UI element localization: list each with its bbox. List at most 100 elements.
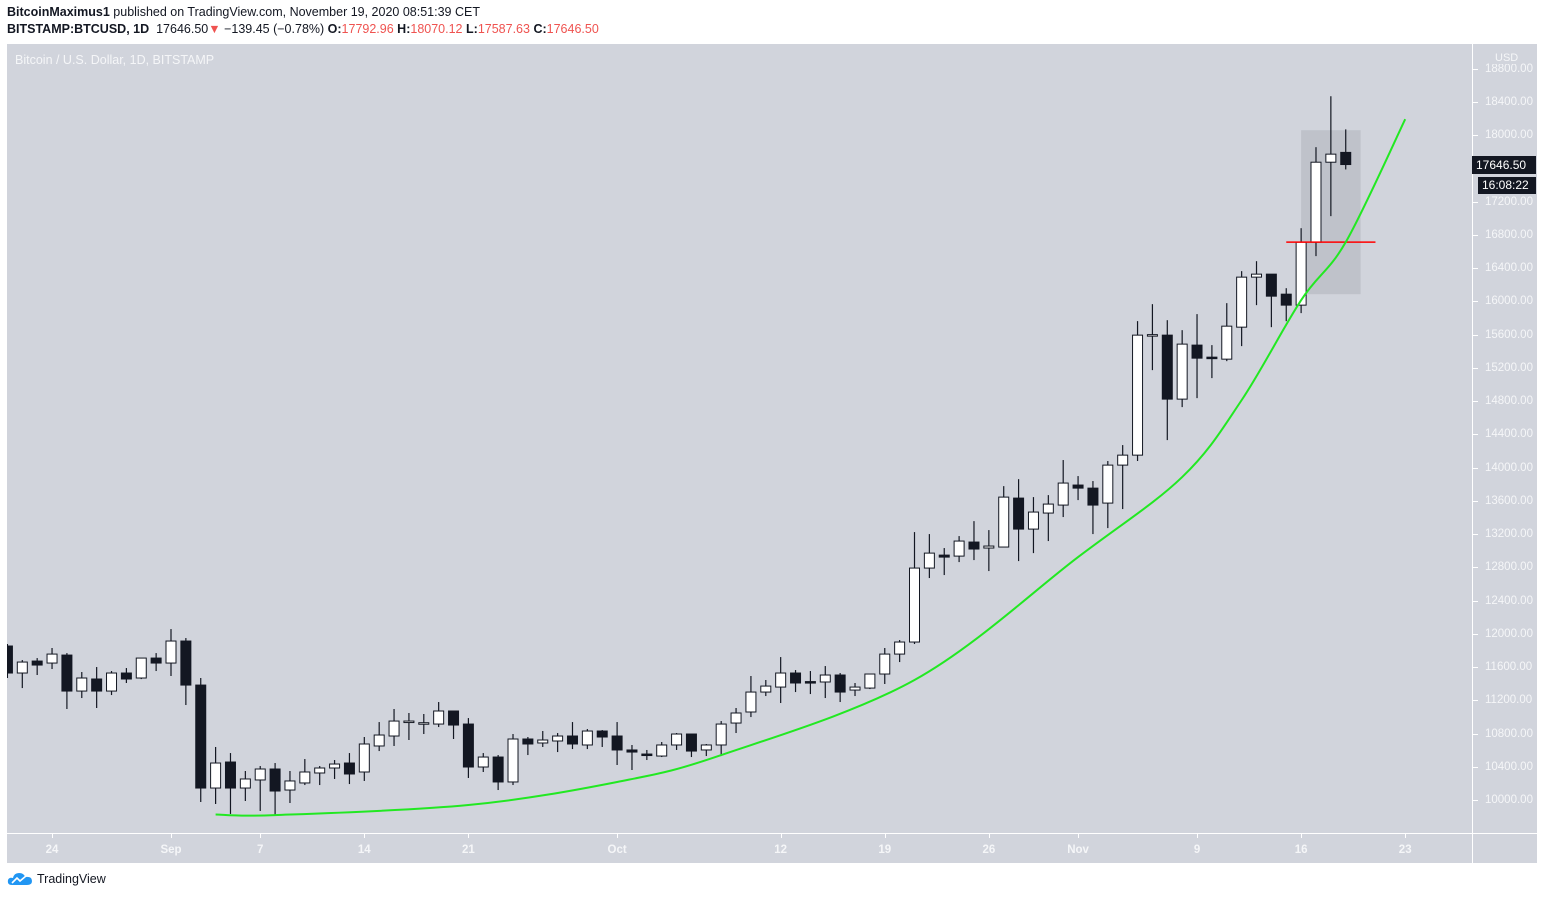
price-tick [1473, 68, 1478, 70]
last-price: 17646.50 [156, 22, 209, 36]
time-tick-label: Nov [1067, 844, 1089, 856]
price-axis[interactable]: 18800.00 18400.00 18000.00 17200.00 16800.00… [1472, 44, 1537, 833]
candle-up [299, 771, 311, 784]
symbol-name: BITSTAMP:BTCUSD, 1D [7, 22, 150, 36]
candle-up [16, 661, 28, 674]
time-tick-label: 7 [257, 844, 264, 856]
price-tick [1473, 534, 1478, 536]
candle-up [388, 720, 400, 737]
candle-up [284, 780, 296, 791]
candle-up [552, 735, 564, 742]
price-tick-label: 18000.00 [1485, 129, 1533, 142]
price-tick-label: 16800.00 [1485, 228, 1533, 241]
down-arrow-icon: ▼ [208, 22, 221, 36]
candle-up [135, 657, 147, 679]
tradingview-logo[interactable]: TradingView [7, 872, 106, 886]
price-tick [1473, 800, 1478, 801]
candle-down [1072, 484, 1084, 489]
price-tick [1473, 268, 1478, 270]
candle-down [1265, 273, 1277, 297]
candle-up [730, 712, 742, 724]
candle-up [700, 744, 712, 751]
candle-up [998, 496, 1010, 548]
time-tick [364, 834, 366, 838]
time-tick [1197, 834, 1199, 838]
time-tick [780, 834, 782, 838]
price-tick [1473, 700, 1478, 702]
price-tick-label: 10000.00 [1485, 794, 1533, 806]
price-tick-label: 15600.00 [1485, 328, 1533, 341]
candle-down [31, 660, 43, 666]
price-tick-label: 16000.00 [1485, 295, 1533, 308]
price-tick [1473, 334, 1478, 336]
author-name[interactable]: BitcoinMaximus1 [7, 5, 110, 19]
candle-up [1042, 503, 1054, 514]
candle-down [269, 768, 281, 792]
candle-up [507, 738, 519, 783]
candle-up [1132, 334, 1144, 456]
price-tick [1473, 567, 1478, 569]
candlestick-chart [7, 96, 1407, 817]
candle-down [790, 672, 802, 684]
open-value: 17792.96 [341, 22, 394, 36]
price-tick-label: 10800.00 [1485, 727, 1533, 740]
parabolic-curve [215, 118, 1407, 817]
candle-down [61, 654, 73, 692]
candle-down [91, 678, 103, 692]
current-price-tag: 17646.50 [1472, 156, 1536, 174]
time-tick [1405, 834, 1407, 838]
candle-down [626, 749, 638, 753]
candle-up [909, 567, 920, 643]
symbol-legend: BITSTAMP:BTCUSD, 1D 17646.50▼ −139.45 (−… [7, 22, 599, 36]
candle-down [522, 738, 534, 745]
price-tick-label: 12000.00 [1485, 627, 1533, 640]
candle-down [968, 541, 980, 550]
candle-up [329, 763, 341, 769]
candle-down [611, 735, 623, 751]
price-tick [1473, 667, 1478, 669]
price-tick [1473, 201, 1478, 203]
price-tick [1473, 401, 1478, 403]
chart-pane[interactable]: Bitcoin / U.S. Dollar, 1D, BITSTAMP [7, 44, 1472, 833]
time-axis[interactable]: 24 Sep 7 14 21 Oct 12 19 26 Nov 9 16 23 [7, 833, 1472, 863]
low-label: L: [466, 22, 478, 36]
candle-up [106, 672, 118, 692]
time-tick-label: Oct [607, 844, 627, 856]
candle-up [745, 691, 757, 713]
candle-up [879, 653, 891, 675]
price-tick-label: 14800.00 [1485, 395, 1533, 408]
candle-down [1013, 497, 1025, 530]
published-text: published on TradingView.com, November 1… [113, 5, 480, 19]
candle-up [239, 778, 251, 789]
price-tick-label: 18800.00 [1485, 62, 1533, 75]
time-tick-label: 26 [982, 844, 996, 856]
candle-up [537, 739, 549, 744]
time-tick-label: 24 [45, 844, 59, 856]
candle-up [210, 762, 222, 789]
price-tick-label: 15200.00 [1485, 361, 1533, 374]
candle-up [581, 730, 593, 746]
candle-up [849, 686, 861, 691]
candle-up [1176, 343, 1188, 400]
time-tick [1078, 834, 1080, 838]
time-tick [617, 834, 619, 838]
close-value: 17646.50 [546, 22, 599, 36]
price-tick-label: 16400.00 [1485, 262, 1533, 275]
low-value: 17587.63 [477, 22, 530, 36]
price-tick [1473, 301, 1478, 303]
candle-down [180, 640, 192, 686]
candle-up [1221, 325, 1233, 360]
price-tick [1473, 633, 1478, 635]
candle-up [760, 685, 772, 693]
candle-up [254, 768, 266, 781]
candle-up [656, 744, 668, 757]
time-tick [1301, 834, 1303, 838]
price-tick-label: 10400.00 [1485, 760, 1533, 773]
candle-up [715, 723, 727, 746]
candle-up [76, 677, 88, 692]
close-label: C: [533, 22, 547, 36]
time-tick-label: 23 [1398, 844, 1412, 856]
time-tick [468, 834, 470, 838]
candle-up [894, 641, 906, 655]
candle-up [1310, 161, 1322, 243]
